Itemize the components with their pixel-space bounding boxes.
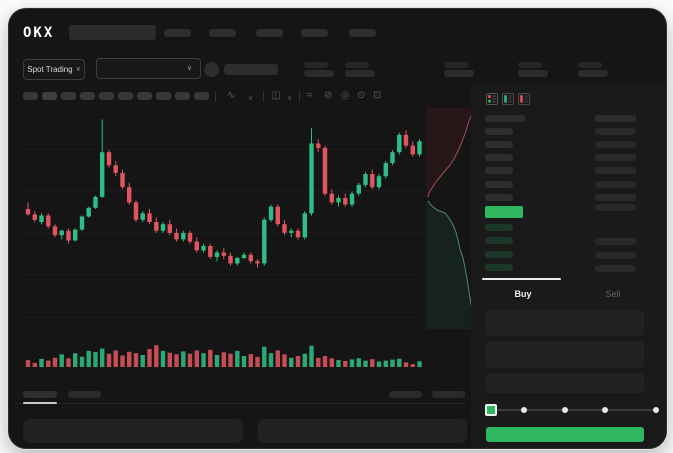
bid-row-price-placeholder[interactable] <box>485 251 513 258</box>
market-mode-selector[interactable]: Spot Trading ∨ <box>23 59 85 80</box>
chevron-down-icon: ∨ <box>75 66 81 73</box>
bid-row-price-placeholder[interactable] <box>485 224 513 231</box>
nav-link-placeholder[interactable] <box>301 29 328 37</box>
bid-row-amount-placeholder[interactable] <box>595 252 636 259</box>
drawing-tools-icon[interactable]: ⊘ <box>324 90 333 101</box>
fullscreen-icon[interactable]: ⊡ <box>373 90 382 101</box>
timeframe-button-placeholder[interactable] <box>156 92 171 100</box>
buy-tab-label: Buy <box>514 289 532 299</box>
bottom-panel-right-placeholder <box>258 419 467 443</box>
timeframe-button-placeholder[interactable] <box>80 92 95 100</box>
buy-submit-button[interactable] <box>486 427 644 442</box>
ask-row-price-placeholder[interactable] <box>485 181 513 188</box>
coin-icon-placeholder <box>204 62 219 77</box>
bid-row-amount-placeholder[interactable] <box>595 265 636 272</box>
ask-row-amount-placeholder[interactable] <box>595 194 636 201</box>
candlestick-chart[interactable] <box>19 109 431 377</box>
ask-row-price-placeholder[interactable] <box>485 154 513 161</box>
search-input-placeholder[interactable] <box>69 25 156 40</box>
stat-value-placeholder <box>444 70 474 77</box>
amount-slider-handle[interactable] <box>485 404 497 416</box>
orderbook-price-header-placeholder <box>485 115 525 122</box>
amount-input-placeholder[interactable] <box>486 341 644 368</box>
toolbar-divider <box>263 92 264 102</box>
ask-row-amount-placeholder[interactable] <box>595 141 636 148</box>
indicators-icon[interactable]: ≈ <box>307 90 313 101</box>
slider-step-dot[interactable] <box>562 407 568 413</box>
nav-link-placeholder[interactable] <box>349 29 376 37</box>
chevron-down-icon[interactable]: ∨ <box>287 95 293 102</box>
screenshot-icon[interactable]: ◎ <box>341 90 350 101</box>
last-price-highlight <box>485 206 523 218</box>
ask-row-amount-placeholder[interactable] <box>595 204 636 211</box>
bid-row-price-placeholder[interactable] <box>485 237 513 244</box>
orderbook-amount-header-placeholder <box>595 115 636 122</box>
bottom-tab-1-placeholder[interactable] <box>23 391 57 398</box>
chevron-down-icon: ∨ <box>186 65 192 72</box>
nav-link-placeholder[interactable] <box>256 29 283 37</box>
timeframe-button-placeholder[interactable] <box>99 92 114 100</box>
bottom-action-2-placeholder[interactable] <box>432 391 465 398</box>
price-input-placeholder[interactable] <box>486 310 644 336</box>
tab-sell[interactable]: Sell <box>569 283 657 305</box>
amount-slider-track[interactable] <box>490 409 656 411</box>
okx-logo: OKX <box>23 25 55 41</box>
chevron-down-icon[interactable]: ∨ <box>248 95 254 102</box>
stat-label-placeholder <box>304 62 328 68</box>
timeframe-button-placeholder[interactable] <box>42 92 57 100</box>
ask-row-amount-placeholder[interactable] <box>595 154 636 161</box>
ask-row-amount-placeholder[interactable] <box>595 181 636 188</box>
orderbook-layout-bids-icon[interactable] <box>502 93 514 105</box>
bottom-tabs-divider <box>15 403 465 404</box>
nav-link-placeholder[interactable] <box>209 29 236 37</box>
stat-value-placeholder <box>304 70 334 77</box>
timeframe-button-placeholder[interactable] <box>118 92 133 100</box>
orderbook-layout-asks-icon[interactable] <box>518 93 530 105</box>
bottom-active-tab-underline <box>23 402 57 404</box>
timeframe-button-placeholder[interactable] <box>194 92 209 100</box>
bottom-action-1-placeholder[interactable] <box>389 391 422 398</box>
pair-name-placeholder <box>224 64 278 75</box>
timeframe-button-placeholder[interactable] <box>61 92 76 100</box>
stat-label-placeholder <box>578 62 602 68</box>
stat-value-placeholder <box>518 70 548 77</box>
toolbar-divider <box>299 92 300 102</box>
sell-tab-label: Sell <box>605 289 621 299</box>
buy-tab-indicator <box>482 278 561 280</box>
tab-buy[interactable]: Buy <box>479 283 567 305</box>
line-style-icon[interactable]: ∿ <box>227 90 236 101</box>
toolbar-divider <box>215 92 216 102</box>
orderbook-layout-both-icon[interactable] <box>486 93 498 105</box>
app-window: OKX Spot Trading ∨ ∨ ∿ ∨ ◫ ∨ ≈ ⊘ ◎ ⊙ ⊡ <box>8 8 667 449</box>
ask-row-price-placeholder[interactable] <box>485 167 513 174</box>
stat-value-placeholder <box>345 70 375 77</box>
bid-row-amount-placeholder[interactable] <box>595 238 636 245</box>
ask-row-price-placeholder[interactable] <box>485 141 513 148</box>
total-input-placeholder[interactable] <box>486 373 644 393</box>
timeframe-button-placeholder[interactable] <box>23 92 38 100</box>
chart-settings-icon[interactable]: ⊙ <box>357 90 366 101</box>
stat-value-placeholder <box>578 70 608 77</box>
ask-row-price-placeholder[interactable] <box>485 128 513 135</box>
ask-row-price-placeholder[interactable] <box>485 194 513 201</box>
slider-step-dot[interactable] <box>602 407 608 413</box>
nav-link-placeholder[interactable] <box>164 29 191 37</box>
slider-step-dot[interactable] <box>521 407 527 413</box>
ask-row-amount-placeholder[interactable] <box>595 167 636 174</box>
stat-label-placeholder <box>518 62 542 68</box>
bottom-tab-2-placeholder[interactable] <box>68 391 101 398</box>
slider-step-dot[interactable] <box>653 407 659 413</box>
candle-style-icon[interactable]: ◫ <box>271 90 281 101</box>
stat-label-placeholder <box>345 62 369 68</box>
pair-selector-dropdown[interactable]: ∨ <box>96 58 201 79</box>
stat-label-placeholder <box>444 62 468 68</box>
bid-row-price-placeholder[interactable] <box>485 264 513 271</box>
market-mode-label: Spot Trading <box>27 65 73 74</box>
ask-row-amount-placeholder[interactable] <box>595 128 636 135</box>
timeframe-button-placeholder[interactable] <box>137 92 152 100</box>
timeframe-button-placeholder[interactable] <box>175 92 190 100</box>
bottom-panel-left-placeholder <box>23 419 243 443</box>
